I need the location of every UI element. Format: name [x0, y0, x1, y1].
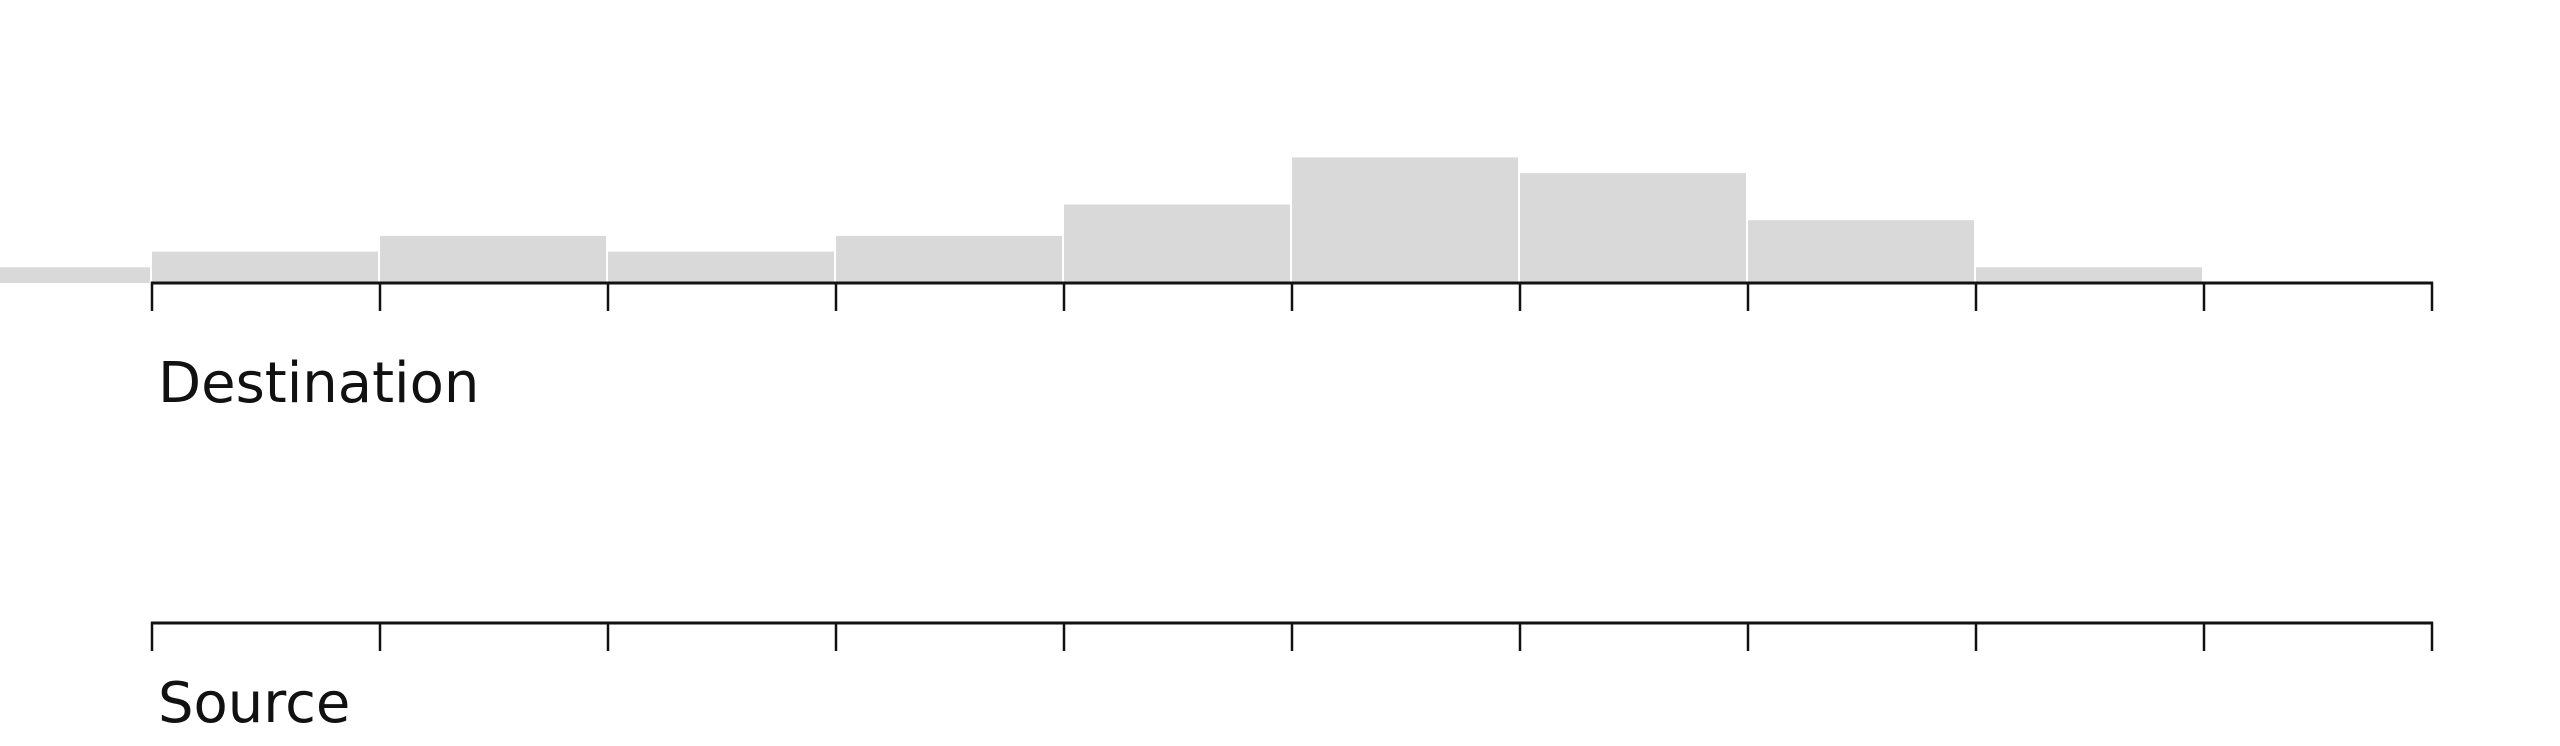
destination-bar-9: [1976, 267, 2202, 283]
source-axis-label: Source: [158, 671, 351, 736]
destination-bar-8: [1748, 220, 1974, 283]
destination-bar-1: [152, 251, 378, 283]
destination-axis-label: Destination: [158, 351, 480, 416]
destination-bar-4: [836, 235, 1062, 283]
destination-bar-7: [1520, 173, 1746, 283]
destination-bar-6: [1292, 157, 1518, 283]
destination-bar-5: [1064, 204, 1290, 283]
destination-bar-3: [608, 251, 834, 283]
destination-bar-0: [0, 267, 150, 283]
source-axis: [150, 621, 2434, 651]
destination-axis: [150, 281, 2434, 311]
destination-bar-2: [380, 235, 606, 283]
destination-bars: [0, 157, 2202, 283]
